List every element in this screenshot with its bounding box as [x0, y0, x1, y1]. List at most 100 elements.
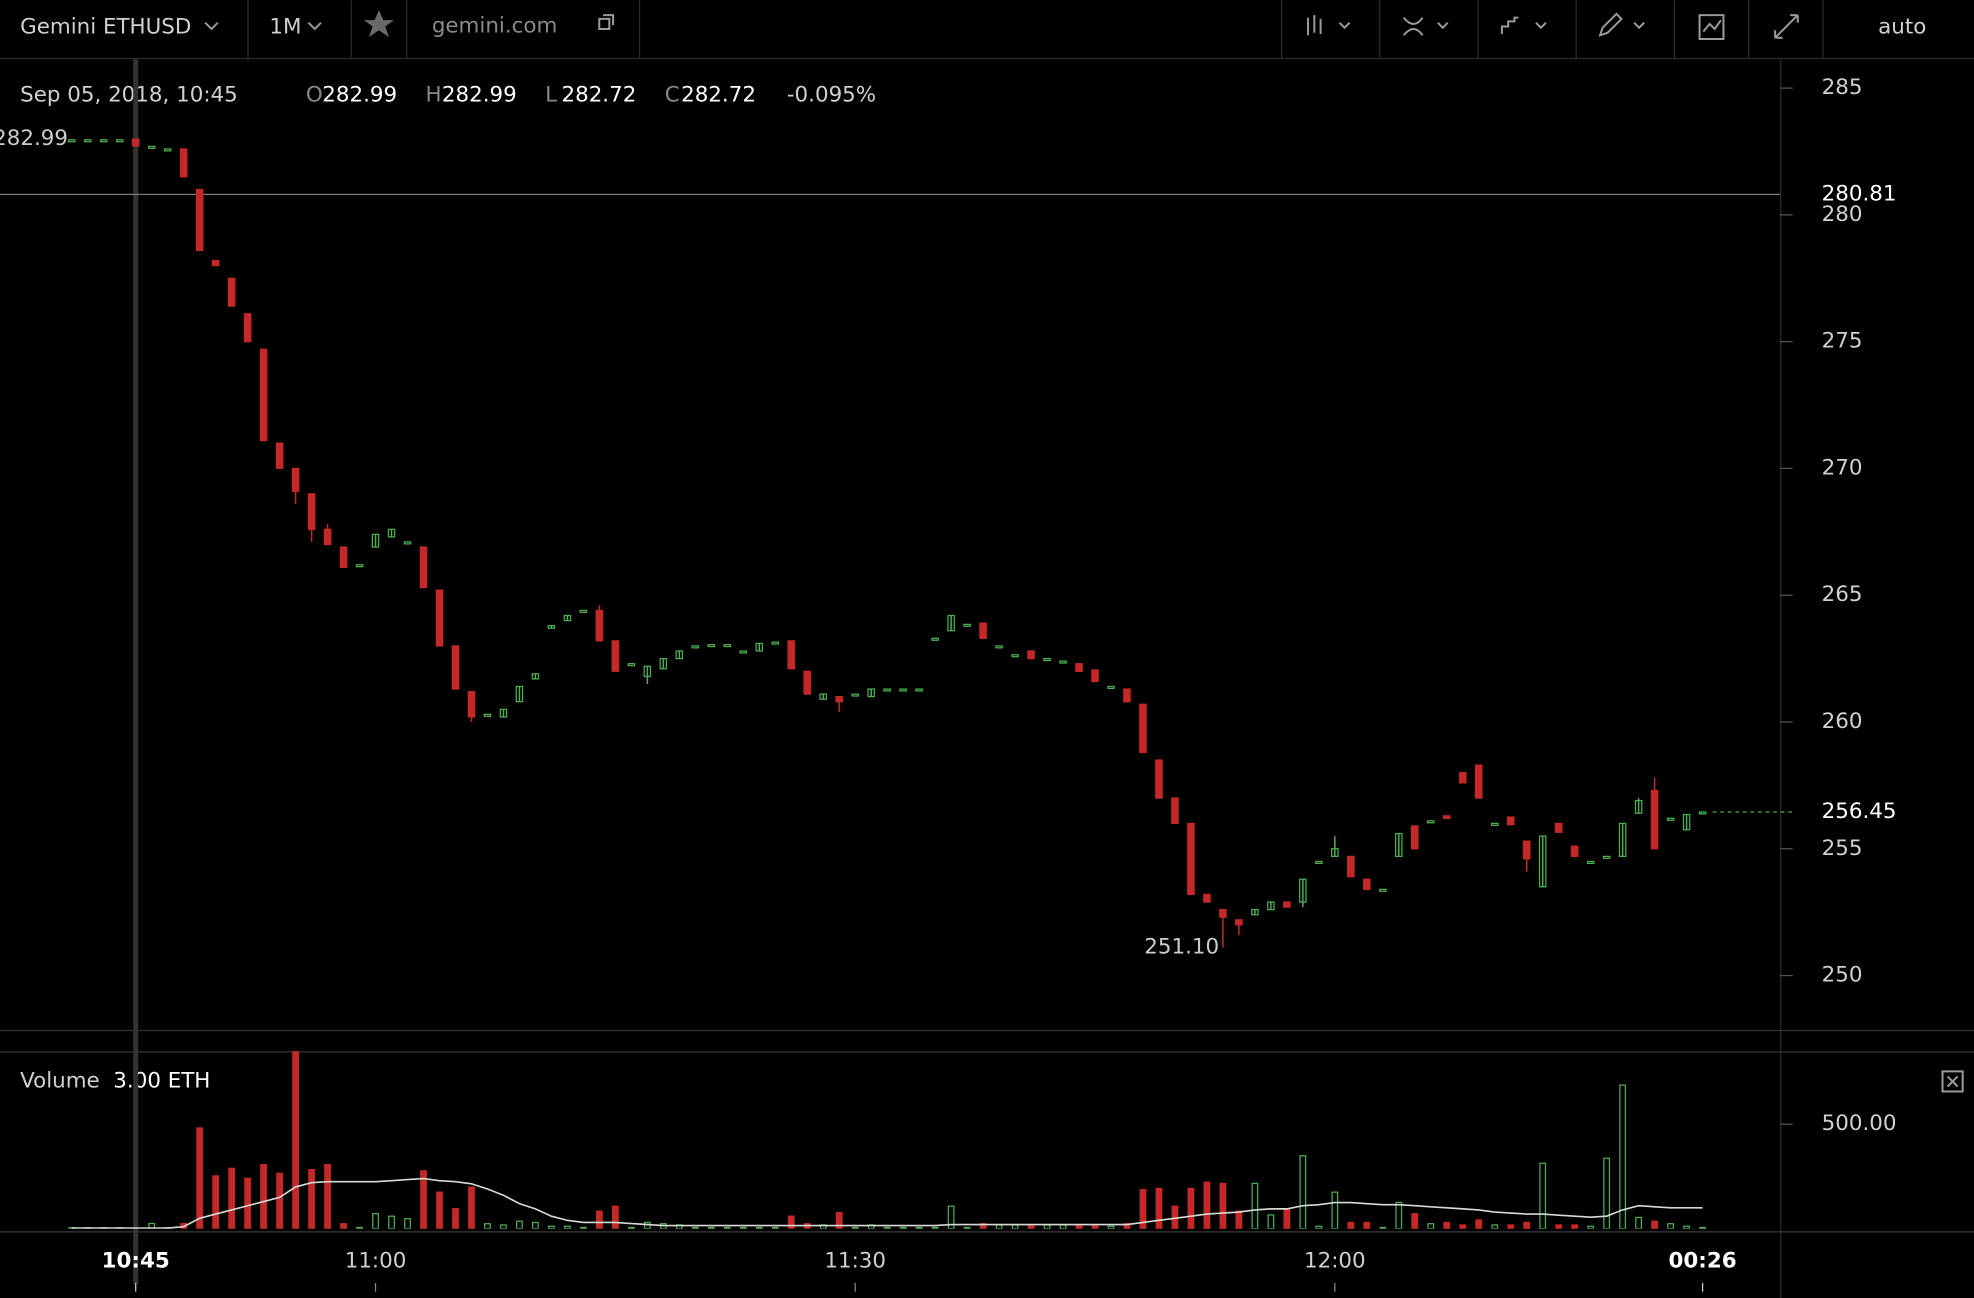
y-tick-label: 270: [1822, 455, 1863, 480]
volume-bar: [771, 1226, 779, 1229]
volume-bar: [1267, 1214, 1275, 1229]
candle-body: [195, 188, 204, 252]
candle-body: [1586, 860, 1595, 864]
candle-body: [483, 713, 492, 717]
volume-bar: [963, 1226, 971, 1229]
symbol-button[interactable]: Gemini ETHUSD: [20, 15, 219, 40]
candle-body: [515, 685, 524, 703]
site-link[interactable]: gemini.com: [432, 13, 615, 38]
legend-value: 282.99: [322, 83, 397, 108]
volume-title: Volume: [20, 1068, 100, 1093]
candle-body: [1426, 820, 1435, 824]
interval-button[interactable]: 1M: [269, 15, 322, 40]
high-label: 282.99: [0, 126, 68, 151]
volume-bar: [1459, 1224, 1467, 1229]
volume-bar: [1555, 1224, 1563, 1229]
volume-bar: [899, 1226, 907, 1229]
volume-bar: [1683, 1225, 1690, 1229]
candle-body: [339, 546, 348, 568]
candle-body: [579, 609, 588, 613]
volume-bar: [883, 1226, 891, 1229]
candle-body: [1027, 650, 1035, 660]
symbol: Gemini ETHUSD: [20, 15, 191, 40]
candle-body: [1442, 815, 1451, 819]
volume-bar: [292, 1051, 299, 1229]
indicators-button[interactable]: [1402, 16, 1449, 36]
volume-bar: [1251, 1182, 1259, 1229]
volume-bar: [1283, 1208, 1291, 1229]
candle-body: [707, 644, 716, 648]
candle-body: [755, 642, 764, 652]
volume-bar: [851, 1226, 859, 1229]
candle-body: [1506, 816, 1515, 826]
candle-body: [1490, 822, 1499, 826]
volume-bar: [579, 1226, 587, 1229]
candle-body: [1379, 888, 1387, 892]
volume-bar: [1347, 1221, 1355, 1229]
legend-key: L: [545, 83, 557, 108]
volume-bar: [1123, 1223, 1131, 1229]
volume-bar: [1235, 1210, 1243, 1229]
candle-body: [947, 614, 955, 632]
candle-body: [1011, 654, 1019, 658]
candle-body: [547, 625, 556, 629]
candle-body: [291, 467, 300, 492]
candle-body: [211, 259, 220, 267]
candle-body: [1666, 817, 1675, 821]
volume-bar: [1219, 1182, 1227, 1229]
candle-body: [1698, 811, 1707, 815]
volume-bar: [707, 1226, 715, 1229]
scale-mode[interactable]: auto: [1878, 15, 1926, 40]
candle-body: [1570, 845, 1579, 858]
candle-body: [387, 528, 396, 538]
volume-bar: [627, 1226, 635, 1229]
studies-button[interactable]: [1698, 14, 1725, 41]
candle-body: [1267, 901, 1275, 911]
candle-body: [1347, 855, 1355, 878]
volume-bar: [1635, 1216, 1643, 1229]
candle-body: [355, 564, 364, 568]
candle-body: [1315, 860, 1323, 864]
candle-body: [371, 533, 380, 548]
candle-body: [435, 589, 444, 647]
favorite-star[interactable]: [363, 10, 395, 38]
candle-body: [1458, 772, 1467, 784]
candle-body: [451, 645, 460, 690]
fullscreen-button[interactable]: [1774, 14, 1799, 39]
candle-body: [323, 528, 332, 546]
candle-body: [643, 665, 652, 677]
candle-body: [723, 644, 732, 648]
candle-body: [1075, 663, 1083, 672]
close-pane-icon[interactable]: [1941, 1070, 1964, 1093]
volume-bar: [404, 1218, 411, 1229]
candle-body: [659, 657, 668, 670]
candle-body: [1411, 825, 1419, 850]
chart-style-button[interactable]: [1307, 15, 1351, 36]
volume-bar: [979, 1223, 987, 1229]
candle-body: [739, 650, 748, 654]
y-tick-label: 250: [1822, 963, 1863, 988]
volume-bar: [931, 1226, 939, 1229]
volume-bar: [1651, 1220, 1659, 1229]
drawing-button[interactable]: [1598, 12, 1645, 37]
candle-body: [1538, 835, 1547, 888]
compare-button[interactable]: [1500, 16, 1547, 35]
candle-body: [179, 148, 188, 178]
volume-bar: [196, 1127, 204, 1229]
candle-body: [851, 693, 859, 697]
candle-body: [1634, 799, 1643, 814]
volume-bar: [1331, 1191, 1339, 1229]
last-price-label: 256.45: [1822, 799, 1897, 824]
volume-bar: [1027, 1224, 1035, 1229]
candle-body: [1363, 878, 1371, 890]
volume-bar: [1523, 1221, 1531, 1229]
compare-icon: [1500, 16, 1547, 35]
indicators-icon: [1402, 16, 1449, 36]
volume-bar: [1395, 1201, 1403, 1229]
volume-bar: [947, 1205, 955, 1229]
candle-body: [899, 688, 907, 692]
candle-body: [1299, 878, 1307, 903]
volume-bar: [1491, 1224, 1499, 1229]
candle-body: [995, 645, 1003, 649]
candle-body: [499, 708, 508, 718]
